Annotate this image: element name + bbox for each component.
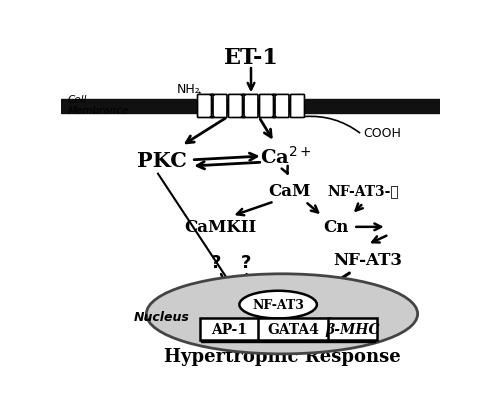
FancyBboxPatch shape bbox=[258, 319, 328, 340]
Ellipse shape bbox=[239, 291, 316, 319]
Text: Cn: Cn bbox=[323, 219, 348, 236]
FancyBboxPatch shape bbox=[290, 95, 304, 118]
Text: Cell
Membrance: Cell Membrance bbox=[67, 94, 128, 116]
Text: ET-1: ET-1 bbox=[223, 47, 278, 69]
FancyBboxPatch shape bbox=[228, 95, 242, 118]
FancyBboxPatch shape bbox=[244, 95, 258, 118]
Ellipse shape bbox=[146, 274, 417, 354]
Text: COOH: COOH bbox=[363, 127, 401, 140]
Text: NF-AT3-ⓟ: NF-AT3-ⓟ bbox=[327, 184, 398, 198]
FancyBboxPatch shape bbox=[213, 95, 226, 118]
FancyBboxPatch shape bbox=[197, 95, 211, 118]
Text: β-MHC: β-MHC bbox=[325, 322, 379, 337]
FancyBboxPatch shape bbox=[259, 95, 273, 118]
Text: CaM: CaM bbox=[268, 183, 310, 200]
FancyBboxPatch shape bbox=[274, 95, 288, 118]
Text: ?: ? bbox=[240, 254, 250, 272]
Text: NF-AT3: NF-AT3 bbox=[252, 299, 304, 311]
Text: AP-1: AP-1 bbox=[211, 322, 247, 337]
Text: ?: ? bbox=[210, 254, 221, 272]
FancyBboxPatch shape bbox=[327, 319, 377, 340]
Text: CaMKII: CaMKII bbox=[183, 219, 256, 236]
Text: NF-AT3: NF-AT3 bbox=[332, 252, 401, 269]
Text: Ca$^{2+}$: Ca$^{2+}$ bbox=[260, 146, 311, 168]
Text: Hypertrophic Response: Hypertrophic Response bbox=[163, 347, 400, 365]
Bar bbox=[200, 339, 374, 342]
Text: PKC: PKC bbox=[137, 151, 186, 171]
FancyBboxPatch shape bbox=[200, 319, 259, 340]
Bar bbox=[61, 100, 439, 114]
Text: NH₂: NH₂ bbox=[177, 83, 201, 96]
Text: GATA4: GATA4 bbox=[267, 322, 319, 337]
Text: Nucleus: Nucleus bbox=[134, 310, 189, 323]
